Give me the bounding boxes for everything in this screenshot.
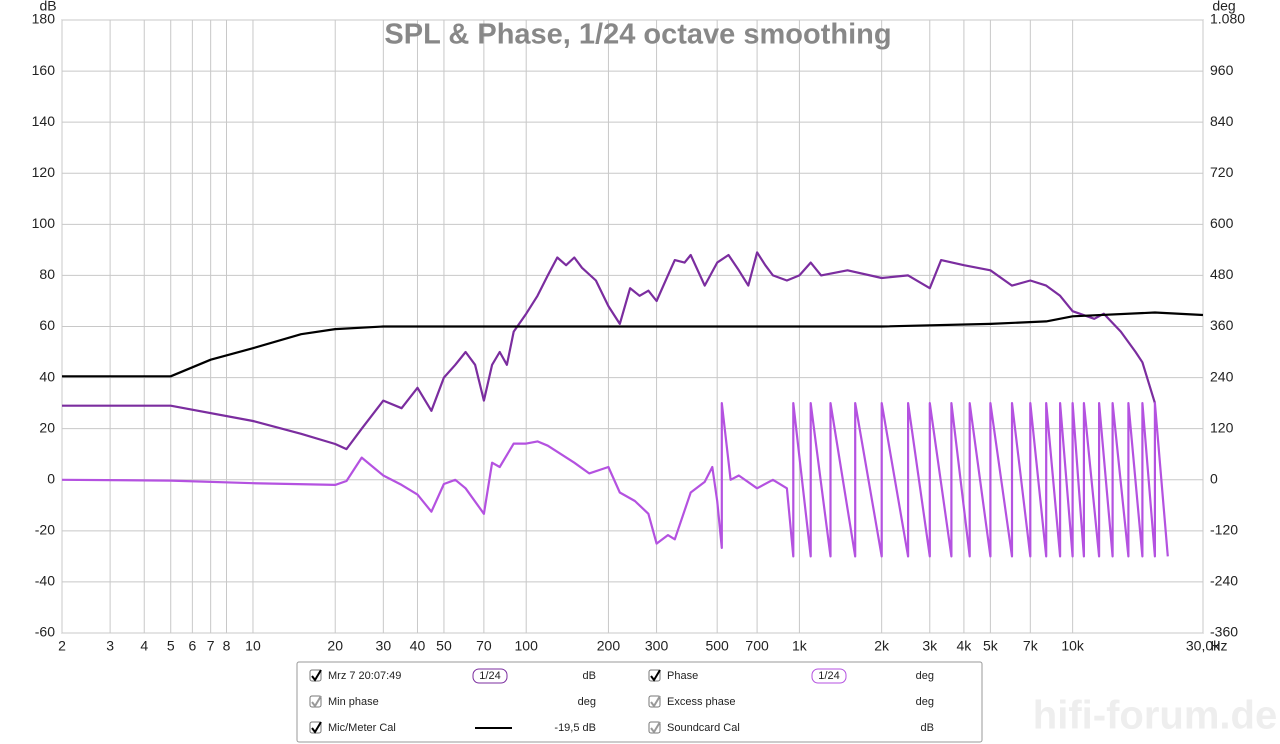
x-tick-label: 2k [874,638,890,654]
y-tick-label: 0 [47,470,55,486]
x-unit: Hz [1210,638,1227,654]
check-mark [311,695,322,708]
y2-tick-label: -240 [1210,573,1238,589]
legend-offset: -19,5 dB [554,722,596,734]
y-tick-label: -20 [35,522,55,538]
y-tick-label: 140 [32,113,56,129]
series-line [62,251,1156,451]
x-tick-label: 10 [245,638,261,654]
y-tick-label: 40 [39,368,55,384]
y2-tick-label: 240 [1210,368,1234,384]
legend-unit: deg [916,696,934,708]
x-tick-label: 30 [376,638,392,654]
y2-tick-label: 360 [1210,317,1234,333]
y-tick-label: 20 [39,419,55,435]
y2-tick-label: -120 [1210,522,1238,538]
x-tick-label: 6 [188,638,196,654]
y2-tick-label: 480 [1210,266,1234,282]
y2-tick-label: 1.080 [1210,11,1245,27]
x-tick-label: 50 [436,638,452,654]
x-tick-label: 70 [476,638,492,654]
x-tick-label: 7 [207,638,215,654]
x-tick-label: 3 [106,638,114,654]
y-tick-label: 160 [32,62,56,78]
legend-entry: Excess phase [667,696,735,708]
x-tick-label: 3k [922,638,938,654]
x-tick-label: 20 [327,638,343,654]
x-tick-label: 4 [140,638,148,654]
smoothing-label: 1/24 [818,670,839,682]
check-mark [311,721,322,734]
y-tick-label: -40 [35,573,55,589]
legend-unit: deg [916,670,934,682]
y-axis-label: dB [39,0,56,14]
legend-unit: dB [583,670,596,682]
legend: Mrz 7 20:07:49 1/24 dB Phase 1/24 deg Min phas… [296,661,983,743]
x-tick-label: 300 [645,638,669,654]
x-tick-label: 1k [792,638,808,654]
y2-tick-label: 600 [1210,215,1234,231]
y2-tick-label: 720 [1210,164,1234,180]
x-tick-label: 5 [167,638,175,654]
y2-tick-label: 120 [1210,419,1234,435]
y-tick-label: 80 [39,266,55,282]
x-tick-label: 5k [983,638,999,654]
x-tick-label: 4k [957,638,973,654]
x-tick-label: 100 [515,638,539,654]
series-line [62,311,1204,378]
legend-entry: Mic/Meter Cal [328,722,396,734]
legend-entry: Min phase [328,696,379,708]
y2-axis-label: deg [1212,0,1235,14]
legend-unit: dB [921,722,934,734]
x-tick-label: 40 [410,638,426,654]
check-mark [650,721,661,734]
x-tick-label: 200 [597,638,621,654]
y-tick-label: 100 [32,215,56,231]
chart-title: SPL & Phase, 1/24 octave smoothing [384,19,891,51]
watermark: hifi-forum.de [1033,694,1277,738]
y2-tick-label: 0 [1210,470,1218,486]
y2-tick-label: 840 [1210,113,1234,129]
y2-tick-label: -360 [1210,624,1238,640]
check-mark [311,669,322,682]
x-tick-label: 8 [223,638,231,654]
y-tick-label: 180 [32,11,56,27]
legend-entry: Phase [667,670,698,682]
legend-unit: deg [578,696,596,708]
x-tick-label: 2 [58,638,66,654]
check-mark [650,669,661,682]
smoothing-box [472,668,508,684]
legend-entry: Mrz 7 20:07:49 [328,670,401,682]
x-tick-label: 700 [745,638,769,654]
x-tick-label: 30,0k [1186,638,1221,654]
legend-box [296,661,983,743]
smoothing-label: 1/24 [479,670,500,682]
x-tick-label: 7k [1023,638,1039,654]
series-line [62,402,1169,558]
y-tick-label: 120 [32,164,56,180]
smoothing-box [811,668,847,684]
y-tick-label: 60 [39,317,55,333]
y2-tick-label: 960 [1210,62,1234,78]
x-tick-label: 500 [705,638,729,654]
check-mark [650,695,661,708]
legend-entry: Soundcard Cal [667,722,740,734]
x-tick-label: 10k [1061,638,1085,654]
y-tick-label: -60 [35,624,55,640]
